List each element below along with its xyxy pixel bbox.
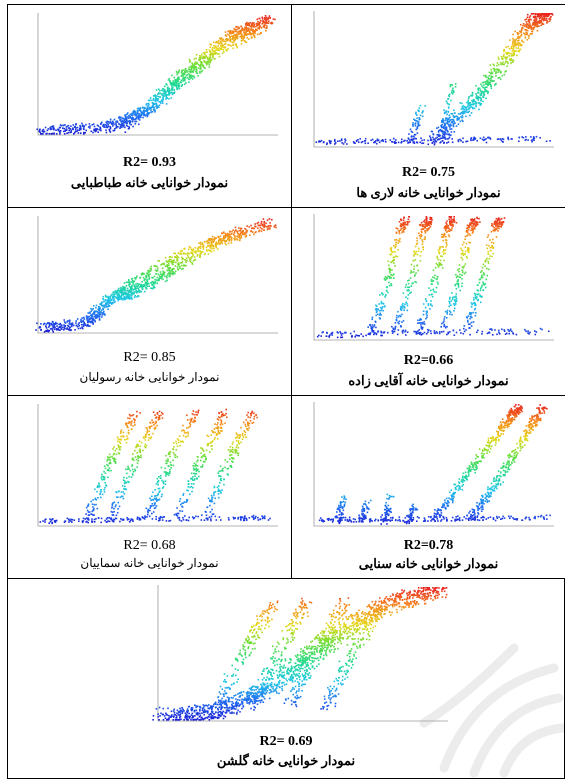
scatter-points: [36, 15, 276, 135]
table-divider-row-1: [8, 207, 564, 208]
r2-label: R2= 0.69: [259, 734, 313, 749]
scatter-points: [152, 587, 448, 721]
r2-label: R2=0.66: [403, 353, 454, 368]
chart-panel-lari: R2= 0.75 نمودار خوانایی خانه لاری ها: [292, 5, 565, 207]
scatter-points: [316, 216, 550, 339]
axis-lines: [37, 216, 278, 334]
axis-lines: [37, 13, 278, 136]
table-divider-vertical: [291, 5, 292, 578]
scatter-plot-aghayizadeh: [313, 214, 554, 341]
chart-title: نمودار خوانایی خانه سنایی: [358, 556, 499, 571]
axis-lines: [313, 11, 554, 148]
scatter-points: [39, 408, 271, 525]
axis-lines: [157, 585, 448, 722]
r2-label: R2= 0.85: [123, 350, 176, 365]
scatter-plot-golshan: [152, 585, 448, 722]
chart-panel-rasoulian: R2= 0.85 نمودار خوانایی خانه رسولیان: [8, 208, 291, 395]
axis-lines: [313, 214, 554, 341]
scatter-points: [35, 218, 277, 333]
chart-title: نمودار خوانایی خانه لاری ها: [356, 185, 501, 200]
r2-label: R2= 0.93: [122, 155, 177, 170]
chart-panel-aghayizadeh: R2=0.66 نمودار خوانایی خانه آقایی زاده: [292, 208, 565, 395]
chart-panel-samaeian: R2= 0.68 نمودار خوانایی خانه سماییان: [8, 396, 291, 578]
r2-label: R2= 0.68: [123, 538, 176, 553]
scatter-points: [318, 404, 551, 525]
chart-title: نمودار خوانایی خانه طباطبایی: [70, 175, 229, 190]
r2-label: R2=0.78: [403, 538, 454, 553]
chart-title: نمودار خوانایی خانه گلشن: [216, 753, 356, 768]
scatter-points: [315, 13, 554, 146]
chart-title: نمودار خوانایی خانه آقایی زاده: [348, 373, 509, 388]
watermark-emblem: [419, 643, 564, 778]
chart-title: نمودار خوانایی خانه سماییان: [80, 556, 219, 570]
scatter-plot-sanayi: [313, 402, 554, 527]
axis-lines: [313, 402, 554, 527]
chart-panel-tabatabaei: R2= 0.93 نمودار خوانایی خانه طباطبایی: [8, 5, 291, 207]
scatter-plot-tabatabaei: [36, 13, 278, 136]
chart-title: نمودار خوانایی خانه رسولیان: [79, 370, 220, 384]
scatter-plot-samaeian: [37, 404, 278, 527]
chart-panel-sanayi: R2=0.78 نمودار خوانایی خانه سنایی: [292, 396, 565, 578]
chart-panel-golshan: R2= 0.69 نمودار خوانایی خانه گلشن: [8, 579, 564, 778]
axis-lines: [37, 404, 278, 527]
r2-label: R2= 0.75: [401, 165, 456, 180]
scatter-plot-rasoulian: [35, 216, 278, 334]
figure-table: R2= 0.75 نمودار خوانایی خانه لاری ها R2=…: [7, 4, 565, 779]
table-divider-row-2: [8, 395, 564, 396]
table-divider-row-3: [8, 578, 564, 579]
scatter-plot-lari: [313, 11, 554, 148]
